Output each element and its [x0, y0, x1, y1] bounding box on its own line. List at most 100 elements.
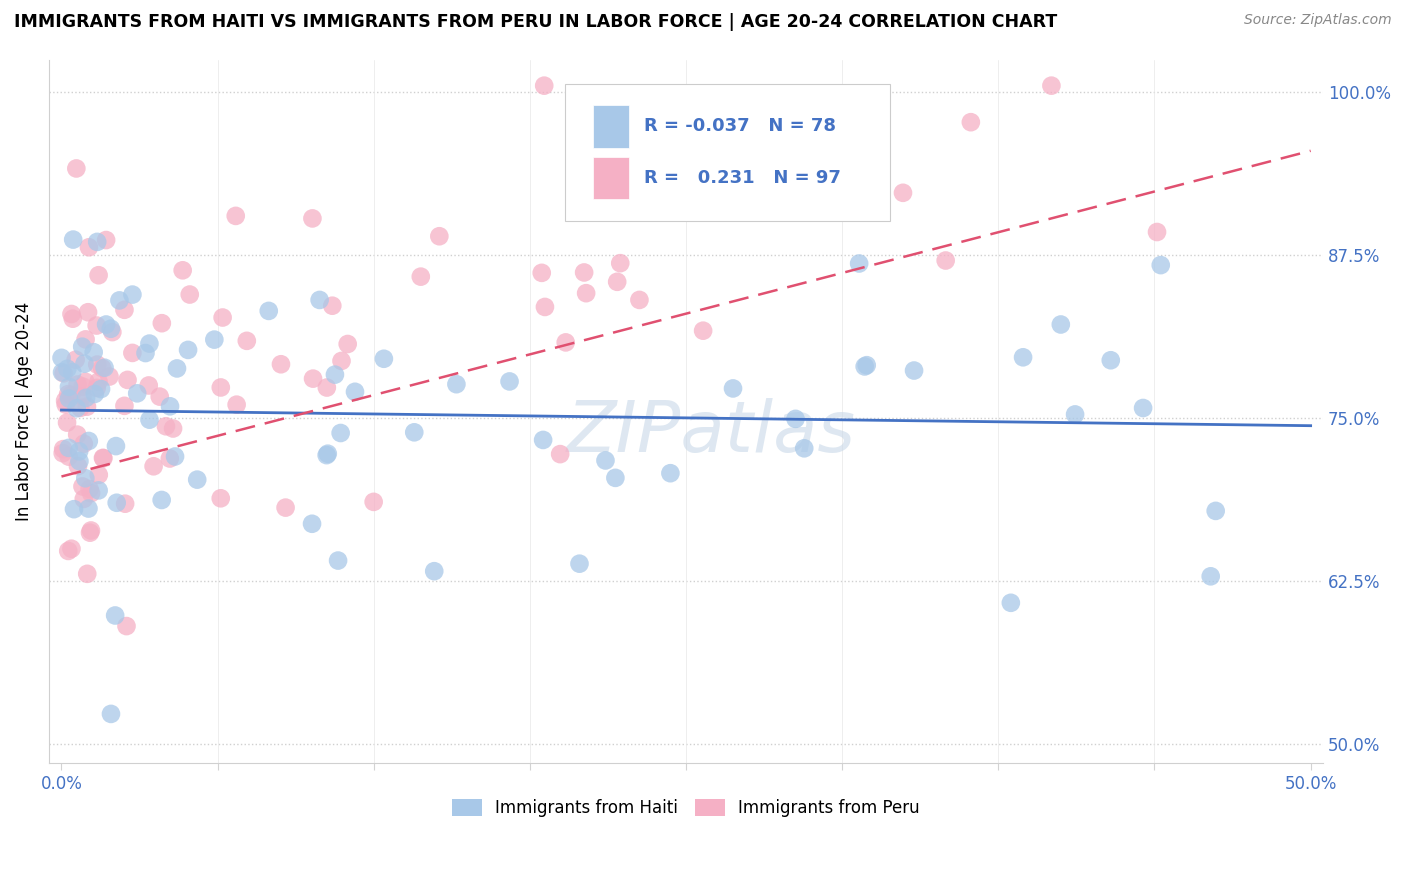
Point	[86, 358, 108, 372]
Point	[166, 361, 188, 376]
Point	[56, 416, 79, 430]
Point	[66, 377, 89, 392]
Point	[336, 337, 359, 351]
Point	[159, 451, 181, 466]
Point	[51, 351, 73, 365]
Point	[586, 194, 609, 208]
Point	[86, 381, 108, 395]
Point	[94, 318, 117, 332]
Point	[274, 500, 297, 515]
Point	[323, 368, 346, 382]
Point	[575, 286, 598, 301]
Point	[69, 401, 91, 415]
Point	[855, 358, 877, 372]
Point	[53, 393, 76, 408]
Point	[83, 387, 105, 401]
Point	[75, 471, 97, 485]
Point	[534, 300, 557, 314]
Point	[105, 496, 128, 510]
Point	[60, 541, 83, 556]
Point	[100, 706, 122, 721]
Point	[572, 265, 595, 279]
Point	[177, 343, 200, 357]
Point	[80, 486, 103, 500]
Point	[75, 375, 97, 389]
Point	[66, 427, 89, 442]
Point	[225, 209, 247, 223]
Point	[77, 305, 100, 319]
Point	[321, 299, 343, 313]
Point	[301, 211, 323, 226]
Point	[56, 361, 79, 376]
Point	[104, 608, 127, 623]
Point	[60, 388, 83, 402]
Point	[75, 391, 97, 405]
Point	[93, 451, 115, 466]
Point	[150, 493, 173, 508]
Point	[72, 389, 94, 403]
Point	[162, 421, 184, 435]
Point	[1199, 569, 1222, 583]
Point	[1146, 225, 1168, 239]
Point	[100, 322, 122, 336]
Point	[65, 161, 87, 176]
Point	[87, 483, 110, 498]
Point	[80, 524, 103, 538]
Point	[628, 293, 651, 307]
Point	[848, 256, 870, 270]
Point	[202, 333, 225, 347]
Point	[52, 446, 75, 460]
Point	[58, 544, 80, 558]
Point	[138, 378, 160, 392]
Point	[138, 336, 160, 351]
Point	[404, 425, 426, 440]
Point	[1150, 258, 1173, 272]
Point	[67, 444, 90, 458]
Point	[52, 442, 75, 456]
FancyBboxPatch shape	[565, 84, 890, 221]
Point	[301, 516, 323, 531]
Point	[427, 229, 450, 244]
Point	[87, 467, 110, 482]
Point	[77, 501, 100, 516]
Point	[77, 434, 100, 448]
Point	[659, 466, 682, 480]
Bar	[593, 157, 628, 199]
Point	[72, 479, 94, 493]
Point	[858, 120, 880, 134]
Point	[121, 346, 143, 360]
Point	[155, 419, 177, 434]
Point	[58, 450, 80, 464]
Point	[114, 399, 136, 413]
Point	[93, 360, 115, 375]
Point	[159, 399, 181, 413]
Point	[134, 346, 156, 360]
Point	[721, 381, 744, 395]
Point	[121, 287, 143, 301]
Point	[568, 557, 591, 571]
Point	[77, 240, 100, 254]
Point	[83, 345, 105, 359]
Point	[138, 412, 160, 426]
Point	[1040, 78, 1063, 93]
Point	[62, 311, 84, 326]
Point	[142, 459, 165, 474]
Point	[79, 482, 101, 496]
Point	[315, 380, 337, 394]
Point	[605, 471, 627, 485]
Point	[225, 398, 247, 412]
Point	[91, 450, 114, 465]
Point	[533, 78, 555, 93]
Point	[101, 325, 124, 339]
Point	[87, 375, 110, 389]
Point	[326, 553, 349, 567]
Point	[1205, 504, 1227, 518]
Point	[209, 380, 232, 394]
Point	[179, 287, 201, 301]
Point	[903, 363, 925, 377]
Point	[891, 186, 914, 200]
Point	[530, 266, 553, 280]
Text: Source: ZipAtlas.com: Source: ZipAtlas.com	[1244, 13, 1392, 28]
Point	[793, 442, 815, 456]
Point	[66, 458, 89, 473]
